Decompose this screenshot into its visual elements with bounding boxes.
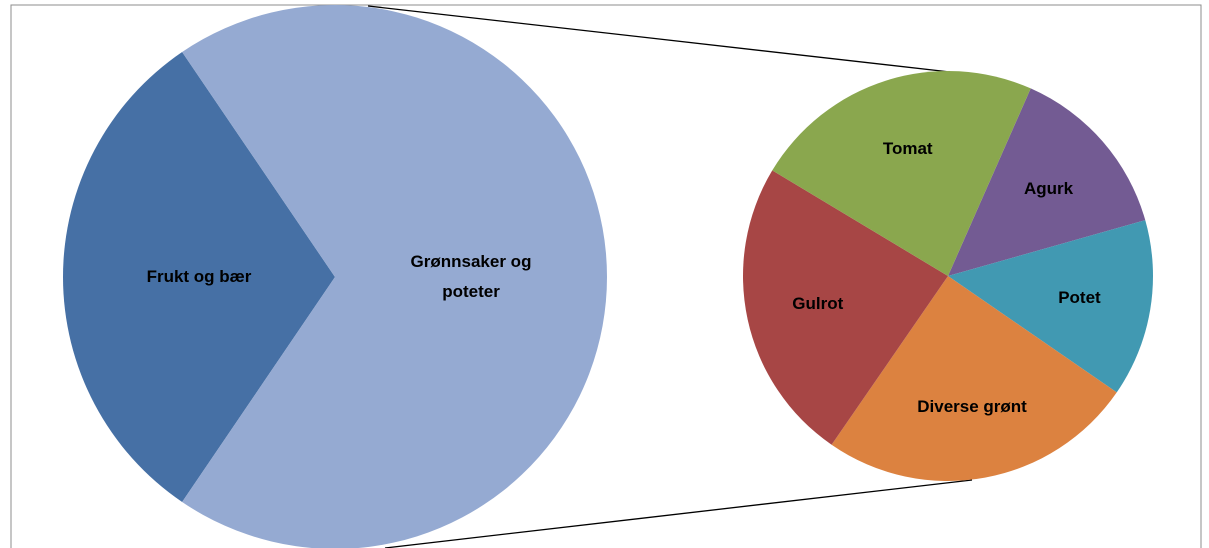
slice-label: Diverse grønt xyxy=(917,397,1027,417)
pie-slice xyxy=(63,52,336,502)
chart-frame xyxy=(10,4,1202,548)
connector-line xyxy=(367,5,951,73)
pie-slice xyxy=(948,88,1146,277)
slice-label: Tomat xyxy=(882,138,933,158)
slice-label: Frukt og bær xyxy=(146,267,252,286)
pie-slice xyxy=(182,5,607,548)
slice-label: Potet xyxy=(1058,287,1101,307)
connector-line xyxy=(384,479,973,548)
slice-label: Agurk xyxy=(1024,178,1074,198)
slice-label: Grønnsaker og poteter xyxy=(410,252,532,301)
pie-slice xyxy=(831,276,1117,481)
pie-slice xyxy=(743,170,948,445)
slice-label: Gulrot xyxy=(792,294,844,314)
pie-slice xyxy=(948,220,1153,393)
pie-slice xyxy=(772,70,1031,276)
